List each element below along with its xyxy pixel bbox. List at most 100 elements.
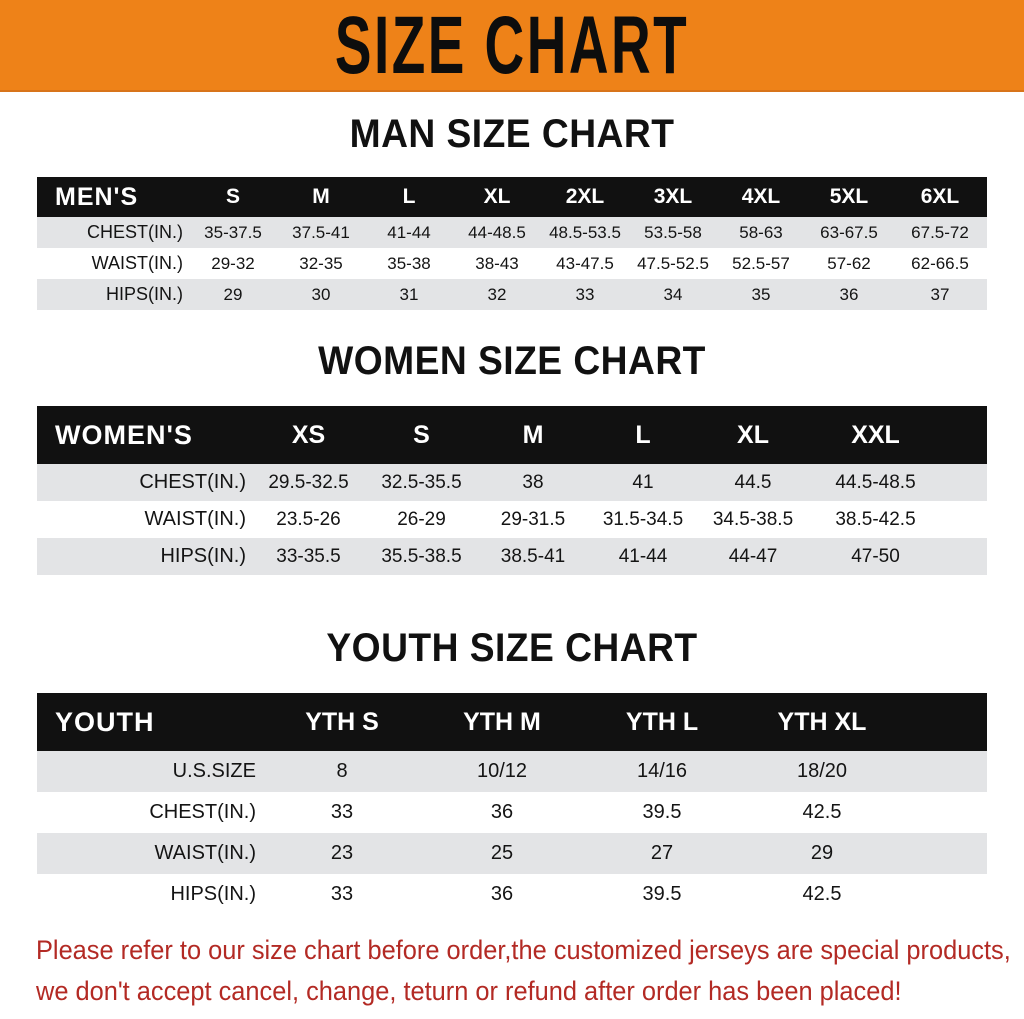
- cell: 52.5-57: [717, 248, 805, 279]
- row-label: CHEST(IN.): [37, 217, 189, 248]
- table-row: HIPS(IN.) 33-35.5 35.5-38.5 38.5-41 41-4…: [37, 538, 987, 575]
- women-column-header: L: [588, 406, 698, 464]
- banner-title: SIZE CHART: [334, 0, 690, 91]
- spacer-cell: [902, 874, 987, 915]
- women-column-header: M: [478, 406, 588, 464]
- table-row: WAIST(IN.) 29-32 32-35 35-38 38-43 43-47…: [37, 248, 987, 279]
- cell: 67.5-72: [893, 217, 987, 248]
- youth-corner-label: YOUTH: [37, 693, 262, 751]
- cell: 63-67.5: [805, 217, 893, 248]
- cell: 33: [262, 792, 422, 833]
- cell: 32-35: [277, 248, 365, 279]
- cell: 27: [582, 833, 742, 874]
- cell: 32.5-35.5: [365, 464, 478, 501]
- cell: 25: [422, 833, 582, 874]
- cell: 44-48.5: [453, 217, 541, 248]
- table-row: HIPS(IN.) 33 36 39.5 42.5: [37, 874, 987, 915]
- youth-column-header: YTH M: [422, 693, 582, 751]
- cell: 29-31.5: [478, 501, 588, 538]
- row-label: HIPS(IN.): [37, 874, 262, 915]
- spacer-cell: [902, 833, 987, 874]
- footer-line-2: we don't accept cancel, change, teturn o…: [36, 976, 902, 1006]
- men-column-header: M: [277, 177, 365, 217]
- cell: 41: [588, 464, 698, 501]
- spacer-cell: [902, 792, 987, 833]
- women-column-header: XL: [698, 406, 808, 464]
- cell: 31: [365, 279, 453, 310]
- table-header-row: YOUTH YTH S YTH M YTH L YTH XL: [37, 693, 987, 751]
- youth-column-header: YTH S: [262, 693, 422, 751]
- cell: 8: [262, 751, 422, 792]
- cell: 10/12: [422, 751, 582, 792]
- cell: 47-50: [808, 538, 943, 575]
- table-row: HIPS(IN.) 29 30 31 32 33 34 35 36 37: [37, 279, 987, 310]
- table-row: WAIST(IN.) 23.5-26 26-29 29-31.5 31.5-34…: [37, 501, 987, 538]
- cell: 34.5-38.5: [698, 501, 808, 538]
- table-row: U.S.SIZE 8 10/12 14/16 18/20: [37, 751, 987, 792]
- row-label: CHEST(IN.): [37, 464, 252, 501]
- cell: 32: [453, 279, 541, 310]
- cell: 57-62: [805, 248, 893, 279]
- cell: 58-63: [717, 217, 805, 248]
- cell: 41-44: [365, 217, 453, 248]
- cell: 33-35.5: [252, 538, 365, 575]
- cell: 33: [262, 874, 422, 915]
- table-header-row: WOMEN'S XS S M L XL XXL: [37, 406, 987, 464]
- cell: 39.5: [582, 792, 742, 833]
- table-row: WAIST(IN.) 23 25 27 29: [37, 833, 987, 874]
- cell: 44-47: [698, 538, 808, 575]
- cell: 36: [422, 874, 582, 915]
- spacer-cell: [943, 464, 987, 501]
- cell: 47.5-52.5: [629, 248, 717, 279]
- row-label: U.S.SIZE: [37, 751, 262, 792]
- cell: 33: [541, 279, 629, 310]
- spacer-cell: [943, 406, 987, 464]
- men-column-header: 3XL: [629, 177, 717, 217]
- cell: 53.5-58: [629, 217, 717, 248]
- men-column-header: 6XL: [893, 177, 987, 217]
- footer-disclaimer: Please refer to our size chart before or…: [36, 930, 1011, 1012]
- cell: 23.5-26: [252, 501, 365, 538]
- cell: 42.5: [742, 792, 902, 833]
- cell: 30: [277, 279, 365, 310]
- cell: 35-38: [365, 248, 453, 279]
- page-banner: SIZE CHART: [0, 0, 1024, 92]
- cell: 38: [478, 464, 588, 501]
- spacer-cell: [943, 538, 987, 575]
- cell: 35-37.5: [189, 217, 277, 248]
- row-label: WAIST(IN.): [37, 501, 252, 538]
- cell: 44.5-48.5: [808, 464, 943, 501]
- man-size-table: MEN'S S M L XL 2XL 3XL 4XL 5XL 6XL CHEST…: [37, 177, 987, 310]
- cell: 29: [742, 833, 902, 874]
- cell: 37.5-41: [277, 217, 365, 248]
- cell: 43-47.5: [541, 248, 629, 279]
- cell: 18/20: [742, 751, 902, 792]
- row-label: WAIST(IN.): [37, 833, 262, 874]
- spacer-cell: [902, 751, 987, 792]
- cell: 37: [893, 279, 987, 310]
- cell: 39.5: [582, 874, 742, 915]
- cell: 31.5-34.5: [588, 501, 698, 538]
- women-column-header: S: [365, 406, 478, 464]
- cell: 35.5-38.5: [365, 538, 478, 575]
- cell: 62-66.5: [893, 248, 987, 279]
- youth-size-table: YOUTH YTH S YTH M YTH L YTH XL U.S.SIZE …: [37, 693, 987, 915]
- cell: 29-32: [189, 248, 277, 279]
- row-label: HIPS(IN.): [37, 538, 252, 575]
- men-column-header: 4XL: [717, 177, 805, 217]
- cell: 35: [717, 279, 805, 310]
- row-label: HIPS(IN.): [37, 279, 189, 310]
- women-size-table: WOMEN'S XS S M L XL XXL CHEST(IN.) 29.5-…: [37, 406, 987, 575]
- cell: 38.5-41: [478, 538, 588, 575]
- youth-column-header: YTH XL: [742, 693, 902, 751]
- youth-column-header: YTH L: [582, 693, 742, 751]
- cell: 48.5-53.5: [541, 217, 629, 248]
- cell: 34: [629, 279, 717, 310]
- men-corner-label: MEN'S: [37, 177, 189, 217]
- cell: 38-43: [453, 248, 541, 279]
- cell: 42.5: [742, 874, 902, 915]
- men-column-header: L: [365, 177, 453, 217]
- women-column-header: XXL: [808, 406, 943, 464]
- cell: 44.5: [698, 464, 808, 501]
